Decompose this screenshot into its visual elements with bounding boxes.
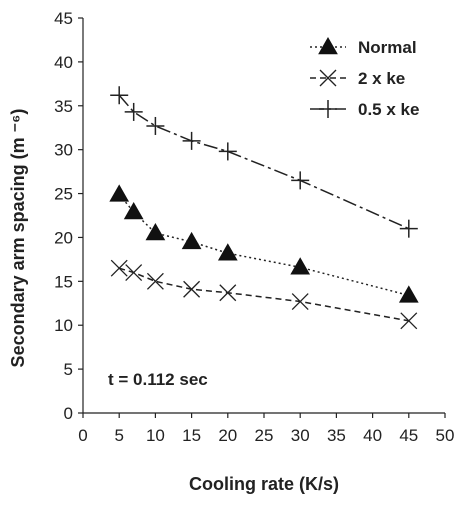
- data-point: [219, 284, 237, 302]
- x-tick-label: 30: [291, 426, 310, 445]
- data-point: [291, 171, 310, 190]
- x-tick-label: 0: [78, 426, 87, 445]
- y-tick-label: 10: [54, 316, 73, 335]
- x-tick-label: 50: [436, 426, 455, 445]
- series-line: [118, 267, 409, 322]
- data-point: [182, 131, 201, 150]
- x-axis-title: Cooling rate (K/s): [189, 474, 339, 494]
- legend-marker: [319, 100, 337, 118]
- series-group: [109, 86, 419, 330]
- data-point: [146, 272, 164, 290]
- data-point: [110, 86, 129, 105]
- data-point: [400, 312, 418, 330]
- y-tick-label: 30: [54, 141, 73, 160]
- data-point: [183, 280, 201, 298]
- marker-stroke: [110, 259, 128, 277]
- x-tick-label: 15: [182, 426, 201, 445]
- data-point: [181, 231, 202, 250]
- series-line: [118, 193, 409, 297]
- data-point: [125, 264, 143, 282]
- data-point: [291, 293, 309, 310]
- y-tick-label: 15: [54, 272, 73, 291]
- data-point: [290, 257, 311, 275]
- y-tick-label: 25: [54, 185, 73, 204]
- marker-stroke: [125, 264, 143, 282]
- marker-stroke: [183, 280, 201, 298]
- legend-item: 0.5 x ke: [310, 100, 419, 119]
- axes: 0 5 10 15 20 25 30 35 40 45 0 5 10 15 20 25 30 35 40 45 50: [54, 9, 454, 445]
- y-tick-label: 35: [54, 97, 73, 116]
- legend-label: 2 x ke: [358, 69, 405, 88]
- y-tick-label: 0: [64, 404, 73, 423]
- x-tick-label: 5: [114, 426, 123, 445]
- y-tick-label: 45: [54, 9, 73, 28]
- series-x: [110, 259, 418, 330]
- y-tick-label: 40: [54, 53, 73, 72]
- x-tick-label: 25: [255, 426, 274, 445]
- data-point: [398, 285, 419, 303]
- data-point: [124, 102, 143, 121]
- legend-marker: [318, 36, 338, 55]
- annotation-label: t = 0.112 sec: [108, 370, 208, 389]
- data-point: [109, 184, 130, 202]
- x-tick-label: 10: [146, 426, 165, 445]
- marker-stroke: [400, 312, 418, 330]
- data-point: [399, 219, 418, 238]
- marker-stroke: [146, 272, 164, 290]
- x-tick-label: 40: [363, 426, 382, 445]
- series-triangle: [109, 184, 419, 303]
- legend-item: Normal: [310, 36, 417, 57]
- data-point: [123, 201, 144, 220]
- data-point: [217, 243, 238, 261]
- marker-stroke: [319, 69, 337, 87]
- legend-label: Normal: [358, 38, 417, 57]
- y-tick-label: 20: [54, 228, 73, 247]
- x-tick-label: 45: [399, 426, 418, 445]
- data-point: [110, 259, 128, 277]
- x-tick-label: 20: [218, 426, 237, 445]
- x-tick-label: 35: [327, 426, 346, 445]
- y-axis-title: Secondary arm spacing (m ⁻⁶): [8, 109, 28, 368]
- legend-label: 0.5 x ke: [358, 100, 419, 119]
- data-point: [145, 223, 166, 241]
- marker-stroke: [219, 284, 237, 302]
- marker-stroke: [291, 293, 309, 310]
- y-tick-label: 5: [64, 360, 73, 379]
- data-point: [218, 142, 237, 161]
- legend-marker: [319, 69, 337, 87]
- legend-item: 2 x ke: [310, 69, 405, 88]
- series-plus: [110, 86, 418, 238]
- legend: Normal 2 x ke 0.5 x ke: [310, 36, 419, 119]
- data-point: [146, 116, 165, 135]
